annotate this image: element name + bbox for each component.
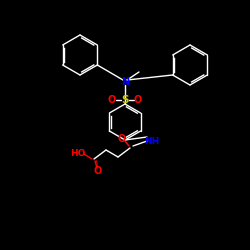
Text: N: N [121,77,129,87]
Text: NH: NH [144,136,160,145]
Text: O: O [118,134,126,144]
Text: S: S [121,95,129,105]
Text: O: O [94,166,102,176]
Text: HO: HO [70,150,86,158]
Text: O: O [108,95,116,105]
Text: O: O [134,95,142,105]
